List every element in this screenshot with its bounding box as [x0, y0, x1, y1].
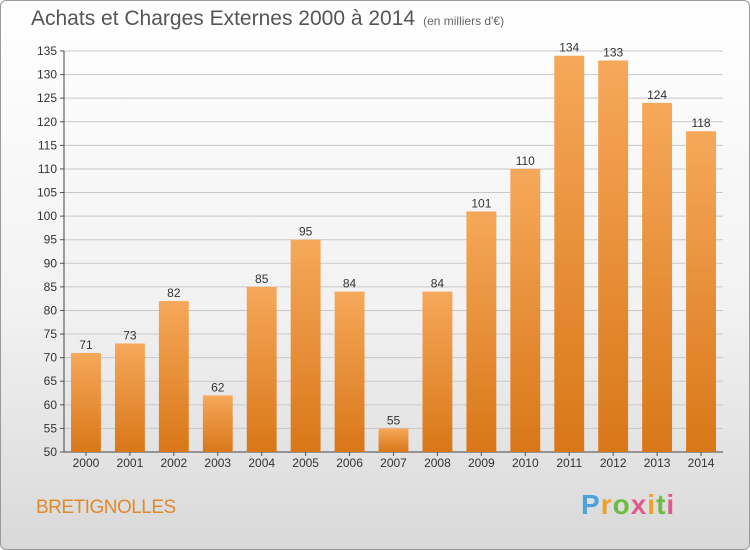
y-tick-label: 65	[44, 374, 58, 388]
y-tick-label: 105	[37, 186, 57, 200]
data-label: 134	[559, 41, 579, 55]
data-label: 110	[516, 154, 535, 168]
x-tick-label: 2009	[468, 456, 495, 470]
bar	[466, 211, 497, 452]
x-tick-label: 2004	[248, 456, 275, 470]
y-tick-label: 120	[37, 115, 57, 129]
chart-unit: (en milliers d'€)	[423, 14, 505, 28]
data-label: 82	[167, 286, 181, 300]
x-tick-label: 2008	[424, 456, 451, 470]
x-tick-label: 2014	[688, 456, 715, 470]
data-label: 118	[691, 116, 710, 130]
x-tick-label: 2010	[512, 456, 539, 470]
x-tick-label: 2012	[600, 456, 627, 470]
proxiti-logo: Proxiti	[581, 489, 676, 520]
x-tick-label: 2000	[73, 456, 100, 470]
bar	[158, 301, 189, 452]
x-tick-label: 2007	[380, 456, 407, 470]
bar	[71, 352, 101, 452]
bar	[246, 286, 277, 452]
y-tick-label: 60	[44, 398, 58, 412]
y-tick-label: 135	[37, 44, 57, 58]
bar	[510, 168, 541, 453]
data-label: 84	[343, 277, 357, 291]
y-tick-label: 130	[37, 68, 57, 82]
bar	[114, 343, 145, 452]
bar	[686, 131, 716, 452]
data-label: 84	[431, 277, 445, 291]
y-tick-label: 75	[44, 327, 58, 341]
y-tick-label: 90	[44, 256, 58, 270]
data-label: 95	[299, 225, 313, 239]
bar	[554, 55, 585, 452]
data-label: 73	[123, 328, 137, 342]
data-label: 101	[471, 196, 491, 210]
data-label: 133	[603, 45, 623, 59]
data-label: 55	[387, 413, 401, 427]
x-tick-label: 2002	[160, 456, 187, 470]
y-tick-label: 115	[38, 138, 57, 152]
bar	[422, 291, 453, 452]
x-tick-label: 2006	[336, 456, 363, 470]
bar	[378, 428, 409, 452]
y-tick-label: 70	[44, 351, 58, 365]
bar	[334, 291, 365, 452]
y-tick-label: 100	[37, 209, 57, 223]
data-label: 71	[79, 338, 93, 352]
y-tick-label: 50	[44, 445, 58, 459]
x-tick-label: 2001	[117, 456, 144, 470]
y-tick-label: 110	[38, 162, 57, 176]
bar	[202, 395, 233, 452]
bar	[598, 60, 629, 452]
data-label: 124	[647, 88, 667, 102]
y-tick-label: 95	[44, 233, 58, 247]
city-name: BRETIGNOLLES	[36, 497, 176, 518]
x-tick-label: 2013	[644, 456, 671, 470]
chart-title-text: Achats et Charges Externes 2000 à 2014	[31, 7, 416, 30]
bar	[642, 102, 673, 453]
data-label: 85	[255, 272, 269, 286]
y-tick-label: 85	[44, 280, 58, 294]
y-tick-label: 125	[37, 91, 57, 105]
x-tick-label: 2011	[556, 456, 582, 470]
bar	[290, 239, 321, 452]
x-tick-label: 2005	[292, 456, 319, 470]
x-tick-label: 2003	[204, 456, 231, 470]
chart-title: Achats et Charges Externes 2000 à 2014 (e…	[31, 7, 504, 31]
y-tick-label: 55	[44, 421, 58, 435]
data-label: 62	[211, 380, 225, 394]
y-tick-label: 80	[44, 303, 58, 317]
